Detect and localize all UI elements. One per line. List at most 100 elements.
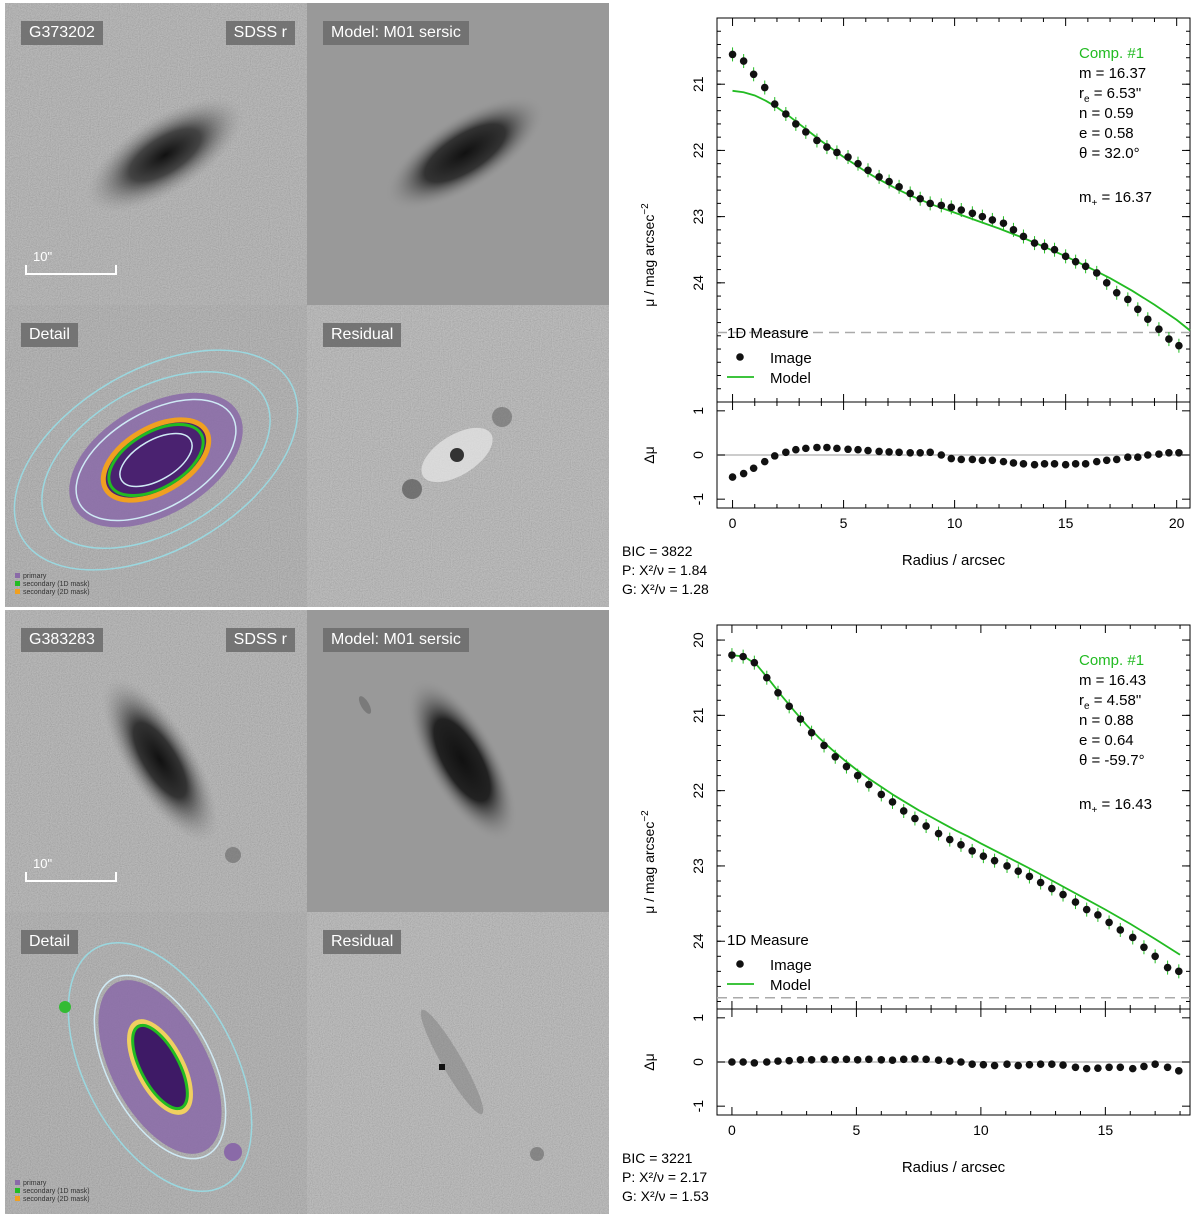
- residual-point: [1036, 1060, 1045, 1069]
- param-e: e = 0.64: [1079, 732, 1134, 749]
- legend-image-marker: [736, 960, 744, 968]
- residual-point: [968, 455, 977, 464]
- residual-point: [782, 448, 790, 457]
- image-point: [728, 651, 736, 659]
- image-point: [865, 780, 873, 789]
- residual-point: [762, 1058, 771, 1066]
- model-image-svg: [307, 610, 609, 912]
- detail-image-svg: [5, 912, 307, 1214]
- residual-point: [1014, 1061, 1023, 1070]
- image-point: [823, 143, 831, 151]
- component-label: Comp. #1: [1079, 45, 1144, 62]
- legend-image-label: Image: [770, 957, 812, 974]
- residual-point: [988, 456, 997, 465]
- detail-label: Detail: [21, 323, 78, 347]
- image-point: [833, 148, 841, 157]
- observed-image-2: G383283 SDSS r 10": [5, 610, 307, 912]
- x-tick-label: 10: [947, 515, 963, 531]
- resid-tick-label: 1: [690, 407, 706, 415]
- image-point: [957, 206, 966, 214]
- param-mplus: m+ = 16.43: [1079, 796, 1152, 816]
- resid-tick-label: -1: [690, 1100, 706, 1113]
- x-tick-label: 15: [1098, 1122, 1114, 1138]
- residual-point: [844, 445, 852, 454]
- scale-bar: [25, 265, 117, 275]
- residual-point: [831, 1055, 840, 1064]
- image-point: [988, 216, 997, 224]
- scale-bar-label: 10": [33, 856, 53, 871]
- profile-chart-2: 0 5 10 15 20 21 22 23 24 -1 0 1 μ / mag arcsec−2 Δμ Ra…: [612, 607, 1197, 1214]
- image-point: [978, 212, 987, 221]
- param-re-subscript: e: [1084, 701, 1090, 712]
- residual-point: [1165, 448, 1173, 457]
- residual-point: [1140, 1062, 1148, 1071]
- fit-stats: BIC = 3221 P: X²/ν = 2.17 G: X²/ν = 1.53: [622, 1149, 709, 1206]
- image-point: [1071, 257, 1080, 266]
- residual-point: [1082, 1064, 1091, 1073]
- image-point: [1003, 862, 1011, 870]
- residual-point: [979, 1060, 988, 1069]
- image-point: [979, 852, 988, 860]
- p-chi2: P: X²/ν = 2.17: [622, 1169, 708, 1185]
- residual-point: [906, 448, 914, 457]
- residual-point: [792, 445, 800, 454]
- resid-tick-label: 1: [690, 1014, 706, 1022]
- image-point: [1019, 232, 1028, 241]
- mask-legend-2d: secondary (2D mask): [23, 1196, 90, 1203]
- image-point: [785, 702, 793, 711]
- image-point: [1102, 279, 1111, 287]
- residual-point: [922, 1055, 930, 1064]
- image-point: [945, 835, 954, 844]
- image-point: [1140, 943, 1148, 952]
- resid-axis-label: Δμ: [641, 1053, 657, 1070]
- image-point: [1059, 890, 1067, 899]
- residual-point: [739, 469, 748, 478]
- legend-image-marker: [736, 353, 744, 361]
- residual-point: [877, 1055, 886, 1064]
- image-point: [842, 762, 851, 771]
- residual-point: [785, 1056, 793, 1065]
- y-tick-label: 20: [690, 632, 706, 648]
- image-point: [1061, 252, 1070, 261]
- residual-image-2: Residual: [307, 912, 609, 1214]
- model-image-2: Model: M01 sersic: [307, 610, 609, 912]
- image-point: [1092, 269, 1101, 277]
- residual-point: [1116, 1063, 1125, 1072]
- residual-point: [1019, 460, 1028, 468]
- residual-point: [807, 1055, 816, 1064]
- residual-point: [968, 1060, 976, 1069]
- image-point: [1081, 262, 1090, 271]
- image-point: [1014, 867, 1023, 876]
- legend-model-label: Model: [770, 977, 811, 994]
- image-point: [1094, 911, 1102, 919]
- image-point: [762, 673, 771, 682]
- image-point: [739, 652, 747, 661]
- image-point: [1175, 341, 1183, 350]
- residual-point: [1048, 1060, 1056, 1069]
- image-point: [853, 771, 862, 780]
- p-chi2: P: X²/ν = 1.84: [622, 562, 708, 578]
- image-point: [802, 128, 810, 136]
- residual-point: [1061, 460, 1070, 469]
- x-tick-label: 5: [853, 1122, 861, 1138]
- image-point: [877, 790, 886, 799]
- scale-bar-label: 10": [33, 249, 53, 264]
- param-m: m = 16.43: [1079, 672, 1146, 689]
- image-point: [937, 201, 946, 210]
- residual-point: [916, 448, 924, 457]
- residual-point: [1112, 455, 1121, 464]
- residual-point: [760, 457, 769, 466]
- residual-point: [937, 451, 946, 459]
- y-tick-label: 24: [690, 933, 706, 949]
- image-point: [1071, 898, 1080, 906]
- x-tick-label: 0: [729, 515, 737, 531]
- residual-point: [1105, 1063, 1113, 1072]
- model-label: Model: M01 sersic: [323, 628, 469, 652]
- image-point: [796, 715, 805, 723]
- x-tick-label: 10: [973, 1122, 989, 1138]
- mask-legend-primary: primary: [23, 573, 47, 580]
- residual-point: [1003, 1060, 1011, 1069]
- image-point: [888, 798, 897, 806]
- mask-legend-1d: secondary (1D mask): [23, 581, 90, 588]
- image-point: [1116, 926, 1125, 934]
